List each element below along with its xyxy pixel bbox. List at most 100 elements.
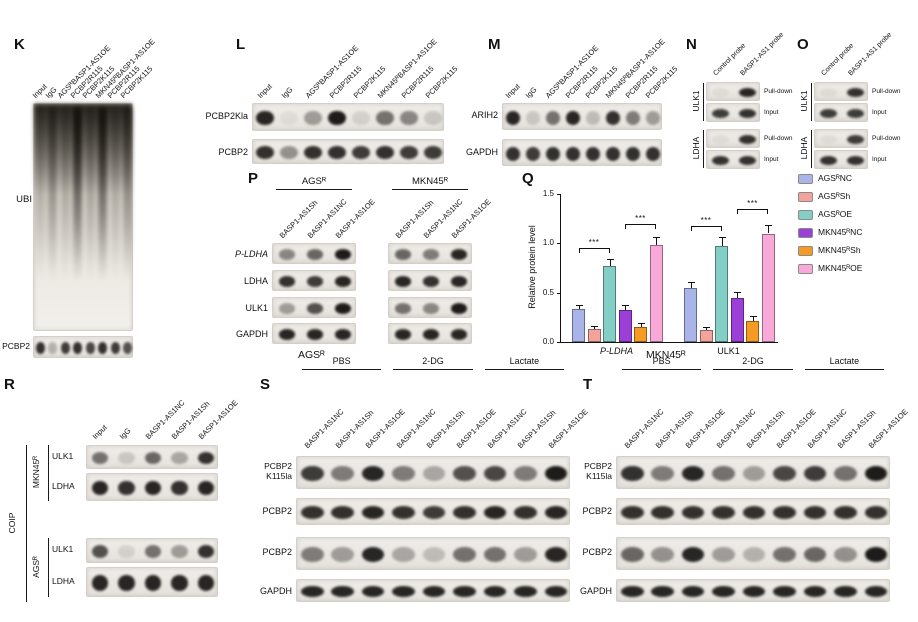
smear-streak [48,107,58,302]
pulldown-input-label: Input [872,156,887,163]
blot-row [388,323,472,344]
protein-band [304,110,322,126]
protein-band [301,465,324,482]
coip-group-label: AGSᴿ [31,555,41,578]
pulldown-input-label: Input [764,109,779,116]
chart-bar [730,297,744,342]
y-tick-label: 0.0 [542,337,554,346]
error-bar-cap [749,316,757,318]
blot-row [296,579,570,602]
protein-band [118,451,135,465]
protein-band [545,110,561,125]
protein-band [144,451,162,465]
protein-band [585,110,601,125]
protein-band [361,586,385,597]
target-bracket [703,83,704,121]
treatment-underline [804,369,884,370]
protein-band [453,506,476,519]
protein-band [505,110,521,125]
treatment-underline [302,369,382,370]
panel-letter-T: T [583,376,593,393]
error-bar-cap [765,224,772,226]
protein-band [422,329,440,340]
smear-streak [60,107,70,302]
protein-band [742,546,766,563]
protein-band [712,134,729,145]
row-label: ULK1 [245,303,268,313]
pulldown-input-label: Input [764,156,779,163]
protein-band [422,276,440,287]
protein-band [278,249,296,260]
group-bracket [48,445,49,501]
y-tick-label: 0.5 [542,287,554,297]
protein-band [621,586,644,597]
row-label: GAPDH [259,586,292,596]
blot-row [616,456,890,489]
protein-band [565,110,581,125]
protein-band [392,546,415,563]
coip-group-label: MKN45ᴿ [31,455,41,489]
protein-band [256,146,274,159]
significance-bracket [737,208,768,214]
treatment-underline [393,369,473,370]
protein-band [123,342,133,354]
lane-label: IgG [523,85,539,100]
protein-band [453,546,476,563]
x-axis [560,342,778,343]
protein-band [712,108,729,119]
panel-letter-S: S [260,376,271,393]
protein-band [453,465,476,482]
protein-band [394,303,412,314]
protein-band [48,342,58,354]
protein-band [739,87,756,98]
blot-row [616,498,890,525]
blot-row [296,537,570,570]
legend-label: AGSᴿOE [818,209,853,219]
y-tick [557,194,560,195]
protein-band [847,108,864,119]
protein-band [483,586,507,597]
blot-row [388,297,472,318]
protein-band [422,546,446,563]
protein-band [424,110,442,126]
ubi-row-label: UBI [16,194,32,205]
protein-band [742,586,766,597]
protein-band [118,575,135,591]
protein-band [645,146,661,161]
blot-row [706,129,760,148]
chart-bar [761,233,775,342]
ubi-smear-blot [33,103,133,331]
row-label: GAPDH [465,147,498,157]
protein-band [681,465,705,482]
protein-band [197,451,214,465]
blot-row [706,103,760,122]
protein-band [483,506,507,519]
protein-band [306,249,324,260]
protein-band [144,545,162,558]
error-bar-cap [653,237,660,239]
protein-band [544,506,567,519]
pulldown-input-label: Pull-down [764,88,793,95]
row-label: PCBP2 [262,547,292,557]
smear-streak [110,107,120,302]
protein-band [453,586,476,597]
pcbp2-row-label: PCBP2 [2,341,30,351]
protein-band [742,506,766,519]
protein-band [605,146,621,161]
legend-label: MKN45ᴿOE [818,263,863,273]
protein-band [681,586,705,597]
blot-row [33,336,133,358]
error-bar-cap [622,304,629,306]
legend-label: MKN45ᴿNC [818,227,863,237]
treatment-header: PBS [652,356,671,366]
protein-band [545,146,561,161]
blot-row [272,297,356,318]
chart-bar [618,310,632,342]
row-label: PCBP2 [218,147,248,157]
protein-band [847,134,864,145]
protein-band [144,480,162,496]
protein-band [331,506,354,519]
protein-band [278,276,296,287]
lane-label: BASP1-AS1 probe [738,31,785,78]
lane-label: Input [90,422,109,441]
